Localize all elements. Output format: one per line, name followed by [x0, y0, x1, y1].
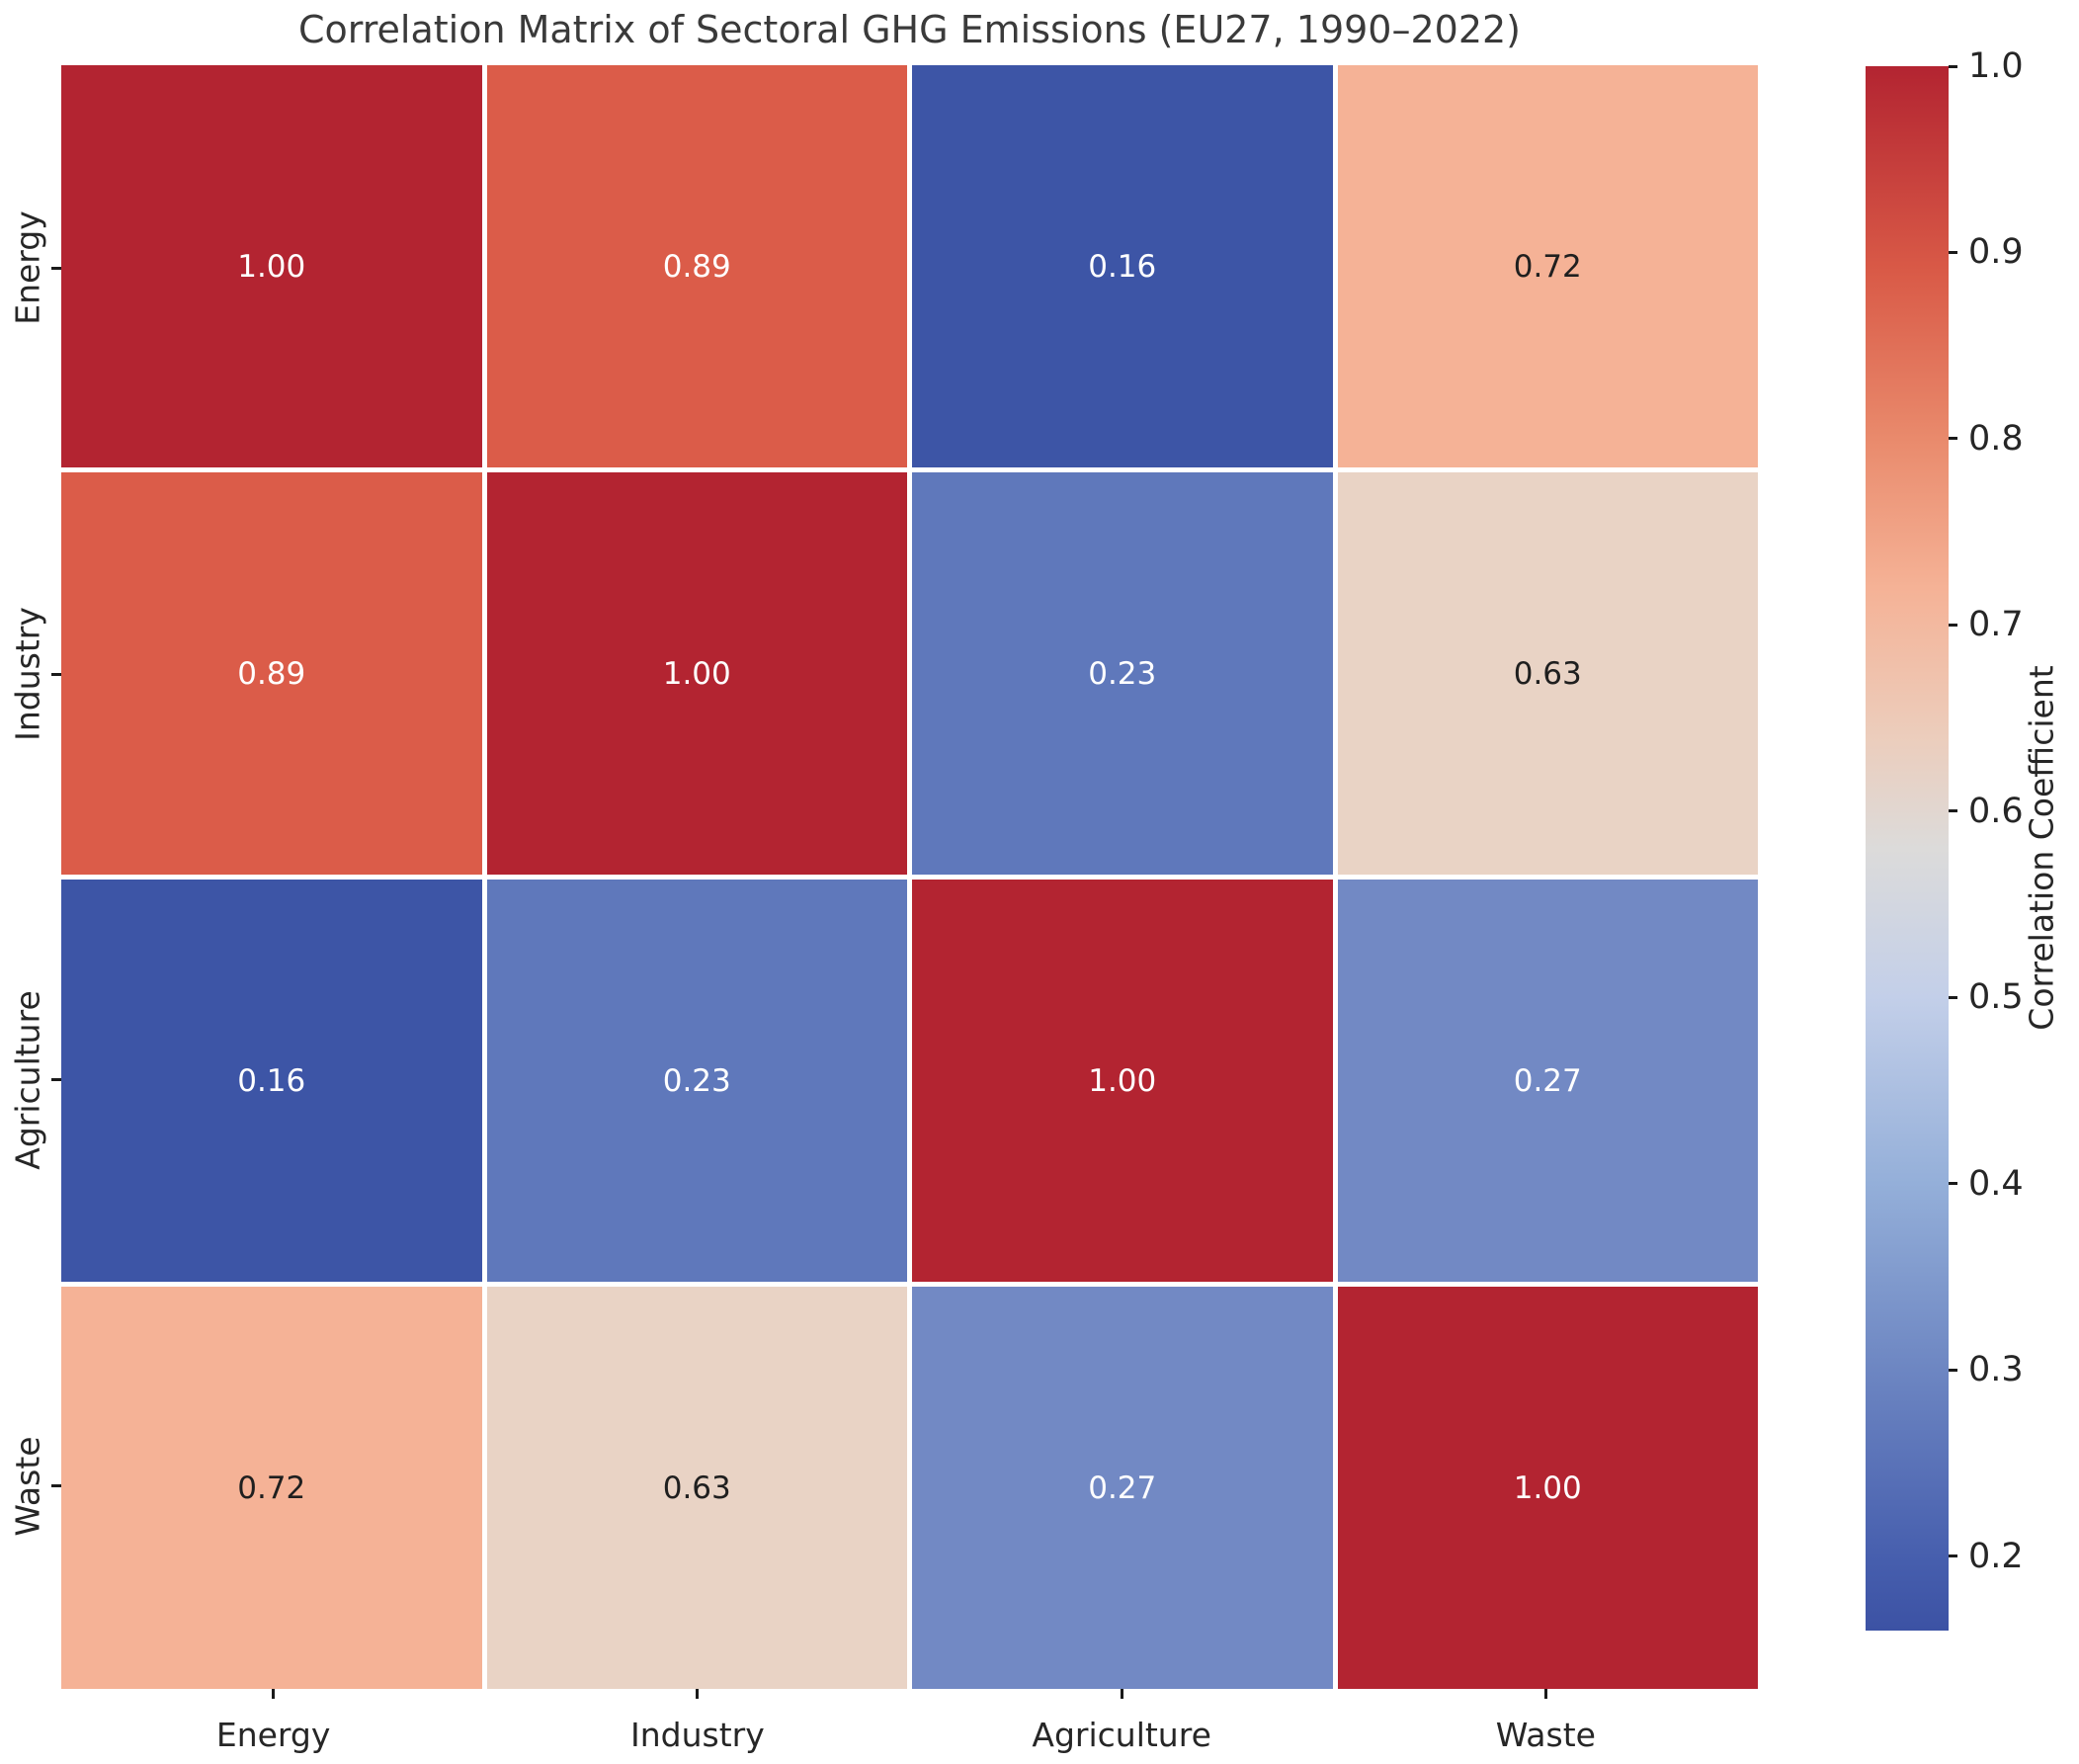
- colorbar-tick-label: 0.9: [1968, 232, 2024, 273]
- heatmap-cell-waste-industry: 0.63: [486, 1287, 907, 1689]
- colorbar-tick: [1949, 623, 1957, 627]
- x-axis-tick: [696, 1689, 700, 1699]
- x-axis-label-energy: Energy: [215, 1716, 331, 1754]
- chart-title: Correlation Matrix of Sectoral GHG Emiss…: [297, 8, 1522, 51]
- heatmap-cell-agriculture-energy: 0.16: [61, 880, 482, 1282]
- colorbar-tick-label: 0.8: [1968, 418, 2024, 459]
- y-axis-label-agriculture: Agriculture: [8, 990, 47, 1170]
- y-axis-tick: [51, 672, 61, 676]
- heatmap-cell-agriculture-industry: 0.23: [486, 880, 907, 1282]
- heatmap-cell-agriculture-waste: 0.27: [1337, 880, 1758, 1282]
- heatmap-cell-waste-agriculture: 0.27: [912, 1287, 1333, 1689]
- colorbar-tick: [1949, 1554, 1957, 1558]
- colorbar-tick-label: 0.2: [1968, 1536, 2024, 1576]
- heatmap-cell-industry-waste: 0.63: [1337, 472, 1758, 875]
- colorbar-tick: [1949, 1368, 1957, 1372]
- heatmap-cell-waste-energy: 0.72: [61, 1287, 482, 1689]
- heatmap-cell-industry-energy: 0.89: [61, 472, 482, 875]
- colorbar-tick: [1949, 64, 1957, 68]
- colorbar: [1866, 66, 1949, 1631]
- heatmap-cell-energy-agriculture: 0.16: [912, 65, 1333, 467]
- heatmap-cell-energy-energy: 1.00: [61, 65, 482, 467]
- colorbar-label: Correlation Coefficient: [2022, 665, 2061, 1031]
- colorbar-gradient: [1866, 66, 1949, 1631]
- x-axis-tick: [1543, 1689, 1547, 1699]
- x-axis-tick: [272, 1689, 276, 1699]
- colorbar-tick: [1949, 1182, 1957, 1186]
- colorbar-tick-label: 0.6: [1968, 791, 2024, 831]
- colorbar-tick-label: 0.5: [1968, 977, 2024, 1018]
- heatmap-grid: 1.00 0.89 0.16 0.72 0.89 1.00 0.23 0.63 0.16 0.23…: [61, 65, 1758, 1689]
- heatmap-cell-waste-waste: 1.00: [1337, 1287, 1758, 1689]
- y-axis-label-waste: Waste: [8, 1436, 47, 1537]
- y-axis-tick: [51, 266, 61, 270]
- colorbar-tick: [1949, 809, 1957, 813]
- heatmap-cell-industry-industry: 1.00: [486, 472, 907, 875]
- y-axis-tick: [51, 1078, 61, 1082]
- y-axis-label-energy: Energy: [8, 210, 47, 326]
- colorbar-tick: [1949, 995, 1957, 999]
- x-axis-label-waste: Waste: [1495, 1716, 1596, 1754]
- heatmap-cell-energy-waste: 0.72: [1337, 65, 1758, 467]
- x-axis-label-industry: Industry: [630, 1716, 765, 1754]
- colorbar-tick-label: 0.7: [1968, 605, 2024, 645]
- heatmap-cell-energy-industry: 0.89: [486, 65, 907, 467]
- colorbar-tick: [1949, 437, 1957, 441]
- colorbar-tick-label: 1.0: [1968, 46, 2024, 86]
- colorbar-tick-label: 0.3: [1968, 1350, 2024, 1390]
- colorbar-tick: [1949, 250, 1957, 254]
- colorbar-tick-label: 0.4: [1968, 1163, 2024, 1204]
- heatmap-cell-industry-agriculture: 0.23: [912, 472, 1333, 875]
- heatmap-cell-agriculture-agriculture: 1.00: [912, 880, 1333, 1282]
- y-axis-label-industry: Industry: [8, 607, 47, 741]
- y-axis-tick: [51, 1484, 61, 1488]
- x-axis-tick: [1120, 1689, 1123, 1699]
- x-axis-label-agriculture: Agriculture: [1032, 1716, 1211, 1754]
